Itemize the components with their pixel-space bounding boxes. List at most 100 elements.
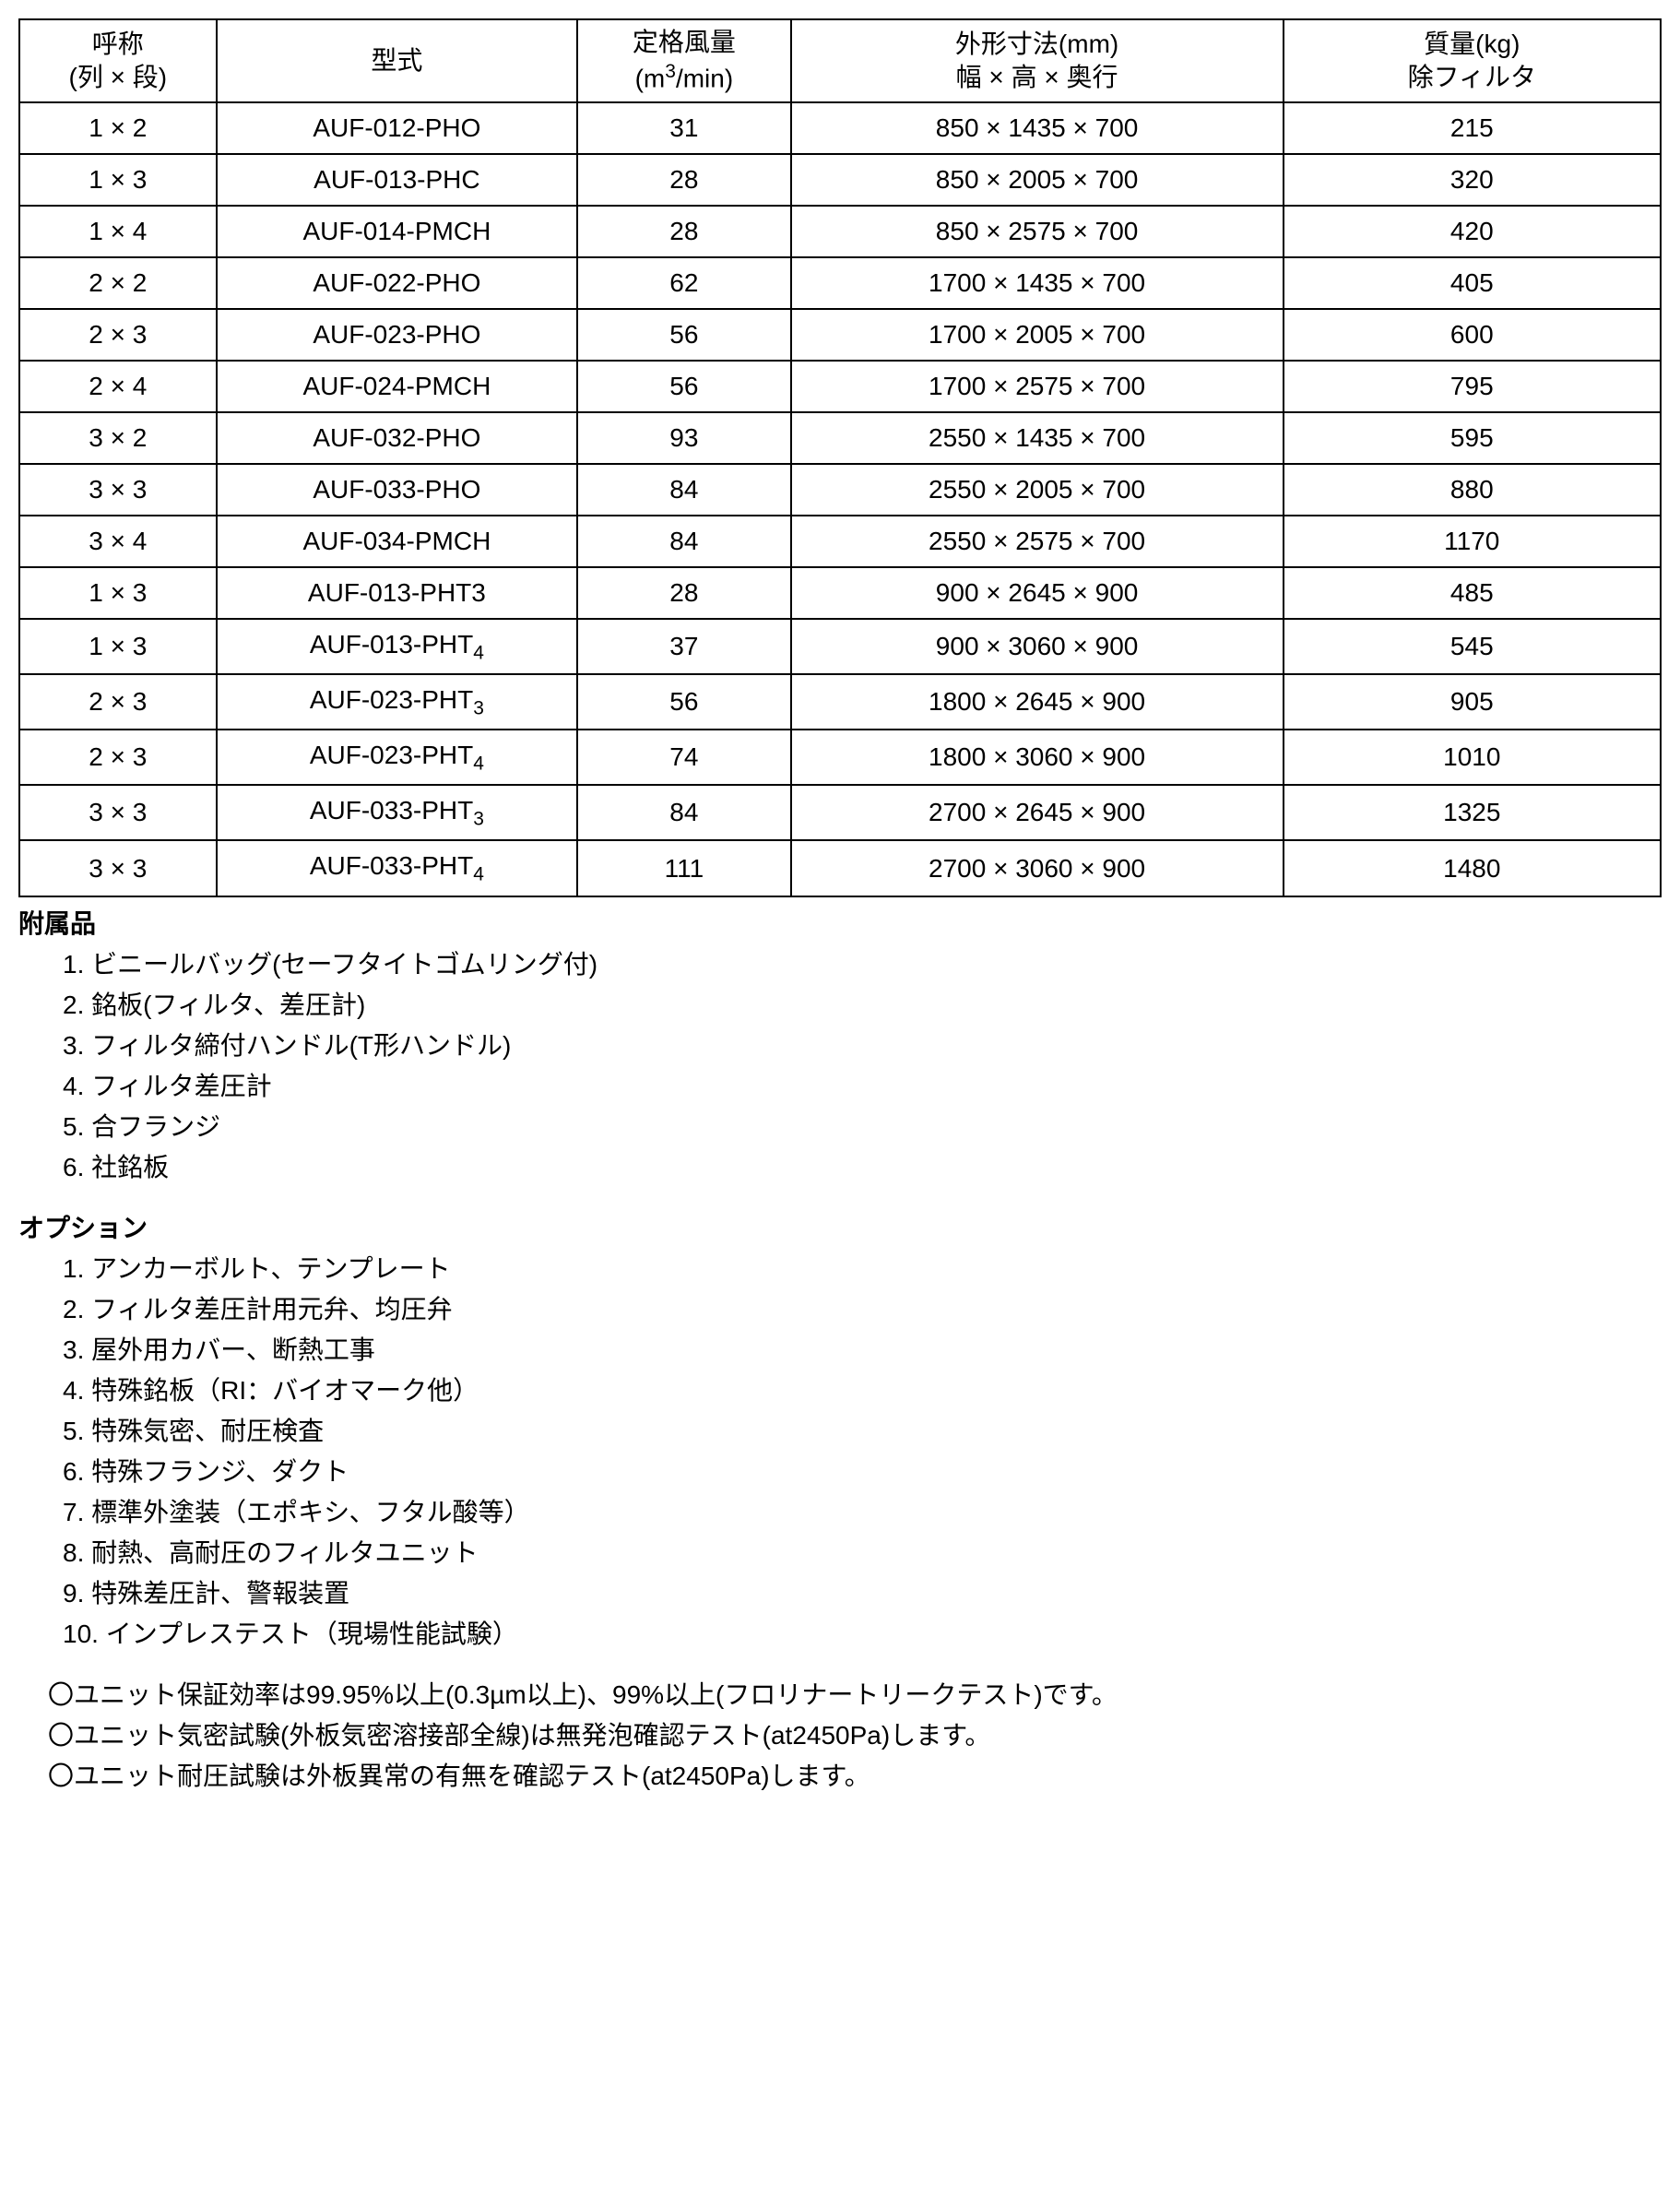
cell-airflow: 93 — [577, 412, 790, 464]
table-body: 1 × 2AUF-012-PHO31850 × 1435 × 7002151 ×… — [19, 102, 1661, 896]
cell-designation: 3 × 3 — [19, 840, 217, 896]
table-row: 2 × 3AUF-023-PHO561700 × 2005 × 700600 — [19, 309, 1661, 361]
cell-mass: 795 — [1284, 361, 1661, 412]
cell-designation: 1 × 3 — [19, 619, 217, 674]
cell-designation: 2 × 4 — [19, 361, 217, 412]
list-item: 6. 社銘板 — [63, 1148, 1662, 1187]
table-row: 2 × 2AUF-022-PHO621700 × 1435 × 700405 — [19, 257, 1661, 309]
cell-designation: 3 × 3 — [19, 464, 217, 516]
list-item: 4. 特殊銘板（RI：バイオマーク他） — [63, 1371, 1662, 1410]
cell-model: AUF-023-PHO — [217, 309, 578, 361]
cell-designation: 2 × 2 — [19, 257, 217, 309]
list-item: 10. インプレステスト（現場性能試験） — [63, 1615, 1662, 1654]
table-header-row: 呼称 (列 × 段) 型式 定格風量 (m3/min) 外形寸法(mm) 幅 ×… — [19, 19, 1661, 102]
cell-mass: 405 — [1284, 257, 1661, 309]
options-list: 1. アンカーボルト、テンプレート2. フィルタ差圧計用元弁、均圧弁3. 屋外用… — [18, 1250, 1662, 1654]
cell-dimensions: 850 × 2575 × 700 — [791, 206, 1284, 257]
cell-airflow: 28 — [577, 154, 790, 206]
cell-airflow: 28 — [577, 567, 790, 619]
cell-model: AUF-012-PHO — [217, 102, 578, 154]
cell-model: AUF-013-PHT3 — [217, 567, 578, 619]
cell-airflow: 37 — [577, 619, 790, 674]
cell-mass: 1480 — [1284, 840, 1661, 896]
cell-dimensions: 2700 × 2645 × 900 — [791, 785, 1284, 840]
table-row: 2 × 3AUF-023-PHT4741800 × 3060 × 9001010 — [19, 730, 1661, 785]
cell-designation: 1 × 3 — [19, 154, 217, 206]
cell-model: AUF-013-PHT4 — [217, 619, 578, 674]
cell-mass: 1010 — [1284, 730, 1661, 785]
cell-model: AUF-033-PHT3 — [217, 785, 578, 840]
cell-mass: 1325 — [1284, 785, 1661, 840]
cell-mass: 880 — [1284, 464, 1661, 516]
cell-dimensions: 2550 × 2005 × 700 — [791, 464, 1284, 516]
cell-dimensions: 900 × 3060 × 900 — [791, 619, 1284, 674]
list-item: 8. 耐熱、高耐圧のフィルタユニット — [63, 1534, 1662, 1572]
table-row: 1 × 2AUF-012-PHO31850 × 1435 × 700215 — [19, 102, 1661, 154]
header-text: 幅 × 高 × 奥行 — [799, 61, 1275, 94]
table-row: 2 × 4AUF-024-PMCH561700 × 2575 × 700795 — [19, 361, 1661, 412]
cell-dimensions: 850 × 2005 × 700 — [791, 154, 1284, 206]
list-item: 9. 特殊差圧計、警報装置 — [63, 1574, 1662, 1613]
list-item: 5. 特殊気密、耐圧検査 — [63, 1412, 1662, 1451]
cell-airflow: 56 — [577, 309, 790, 361]
cell-airflow: 31 — [577, 102, 790, 154]
cell-model: AUF-023-PHT4 — [217, 730, 578, 785]
accessories-title: 附属品 — [18, 905, 1662, 943]
cell-model: AUF-032-PHO — [217, 412, 578, 464]
list-item: 7. 標準外塗装（エポキシ、フタル酸等） — [63, 1493, 1662, 1532]
table-row: 1 × 3AUF-013-PHT328900 × 2645 × 900485 — [19, 567, 1661, 619]
header-designation: 呼称 (列 × 段) — [19, 19, 217, 102]
notes-section: 〇ユニット保証効率は99.95%以上(0.3µm以上)、99%以上(フロリナート… — [18, 1676, 1662, 1796]
table-row: 3 × 3AUF-033-PHT41112700 × 3060 × 900148… — [19, 840, 1661, 896]
cell-designation: 3 × 3 — [19, 785, 217, 840]
table-row: 1 × 4AUF-014-PMCH28850 × 2575 × 700420 — [19, 206, 1661, 257]
cell-designation: 3 × 2 — [19, 412, 217, 464]
cell-mass: 485 — [1284, 567, 1661, 619]
cell-airflow: 56 — [577, 674, 790, 730]
cell-dimensions: 2700 × 3060 × 900 — [791, 840, 1284, 896]
table-row: 3 × 2AUF-032-PHO932550 × 1435 × 700595 — [19, 412, 1661, 464]
list-item: 1. アンカーボルト、テンプレート — [63, 1250, 1662, 1288]
header-text: 外形寸法(mm) — [799, 28, 1275, 61]
list-item: 3. 屋外用カバー、断熱工事 — [63, 1331, 1662, 1370]
cell-designation: 2 × 3 — [19, 674, 217, 730]
spec-table: 呼称 (列 × 段) 型式 定格風量 (m3/min) 外形寸法(mm) 幅 ×… — [18, 18, 1662, 897]
cell-airflow: 62 — [577, 257, 790, 309]
cell-airflow: 84 — [577, 464, 790, 516]
accessories-list: 1. ビニールバッグ(セーフタイトゴムリング付)2. 銘板(フィルタ、差圧計)3… — [18, 945, 1662, 1187]
cell-dimensions: 2550 × 2575 × 700 — [791, 516, 1284, 567]
cell-dimensions: 1700 × 1435 × 700 — [791, 257, 1284, 309]
list-item: 1. ビニールバッグ(セーフタイトゴムリング付) — [63, 945, 1662, 984]
table-row: 3 × 4AUF-034-PMCH842550 × 2575 × 7001170 — [19, 516, 1661, 567]
header-model: 型式 — [217, 19, 578, 102]
cell-dimensions: 1700 × 2005 × 700 — [791, 309, 1284, 361]
table-row: 2 × 3AUF-023-PHT3561800 × 2645 × 900905 — [19, 674, 1661, 730]
cell-model: AUF-033-PHT4 — [217, 840, 578, 896]
list-item: 6. 特殊フランジ、ダクト — [63, 1453, 1662, 1491]
list-item: 4. フィルタ差圧計 — [63, 1067, 1662, 1106]
note-line: 〇ユニット耐圧試験は外板異常の有無を確認テスト(at2450Pa)します。 — [18, 1757, 1662, 1796]
header-airflow: 定格風量 (m3/min) — [577, 19, 790, 102]
cell-mass: 905 — [1284, 674, 1661, 730]
header-text: 定格風量 — [586, 26, 782, 59]
cell-model: AUF-023-PHT3 — [217, 674, 578, 730]
cell-mass: 215 — [1284, 102, 1661, 154]
cell-airflow: 111 — [577, 840, 790, 896]
list-item: 2. フィルタ差圧計用元弁、均圧弁 — [63, 1290, 1662, 1329]
header-text: 質量(kg) — [1292, 28, 1652, 61]
table-row: 3 × 3AUF-033-PHT3842700 × 2645 × 9001325 — [19, 785, 1661, 840]
cell-designation: 1 × 4 — [19, 206, 217, 257]
cell-designation: 2 × 3 — [19, 730, 217, 785]
table-row: 1 × 3AUF-013-PHC28850 × 2005 × 700320 — [19, 154, 1661, 206]
header-text: (m3/min) — [586, 59, 782, 96]
table-row: 1 × 3AUF-013-PHT437900 × 3060 × 900545 — [19, 619, 1661, 674]
header-text: 除フィルタ — [1292, 61, 1652, 94]
cell-airflow: 74 — [577, 730, 790, 785]
cell-model: AUF-014-PMCH — [217, 206, 578, 257]
list-item: 3. フィルタ締付ハンドル(T形ハンドル) — [63, 1026, 1662, 1065]
cell-mass: 320 — [1284, 154, 1661, 206]
header-mass: 質量(kg) 除フィルタ — [1284, 19, 1661, 102]
cell-model: AUF-024-PMCH — [217, 361, 578, 412]
cell-airflow: 84 — [577, 516, 790, 567]
table-row: 3 × 3AUF-033-PHO842550 × 2005 × 700880 — [19, 464, 1661, 516]
